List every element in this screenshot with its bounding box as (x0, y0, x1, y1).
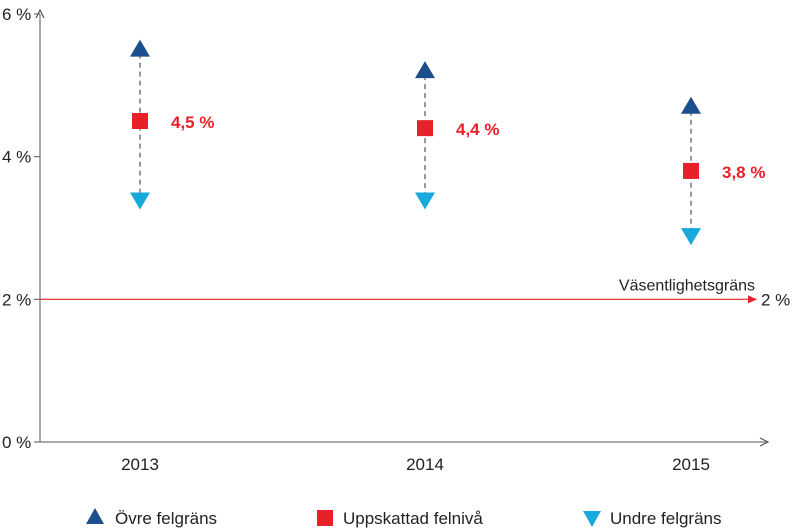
x-tick-label: 2014 (406, 455, 444, 474)
lower-bound-marker (415, 192, 435, 210)
y-axis-arrow (35, 8, 45, 19)
legend-estimate-marker (317, 510, 333, 526)
legend: Övre felgräns Uppskattad felnivå Undre fel… (86, 508, 722, 528)
axes: 0 % 2 % 4 % 6 % 2013 2014 2015 (2, 5, 770, 474)
data-marks: 4,5 % 4,4 % 3,8 % (130, 39, 765, 246)
legend-upper-marker (86, 508, 104, 524)
reference-line-group: Väsentlighetsgräns 2 % (40, 277, 790, 309)
x-tick-label: 2013 (121, 455, 159, 474)
estimate-marker (132, 113, 148, 129)
estimate-data-label: 4,4 % (456, 120, 499, 139)
estimate-marker (417, 120, 433, 137)
upper-bound-marker (681, 96, 701, 114)
reference-line-label: Väsentlighetsgräns (619, 277, 755, 294)
error-ranges (139, 53, 692, 232)
estimate-data-label: 4,5 % (171, 113, 214, 132)
legend-lower-label: Undre felgräns (610, 509, 722, 528)
legend-upper-label: Övre felgräns (115, 509, 217, 528)
lower-bound-marker (130, 192, 150, 210)
y-tick-label: 6 % (2, 5, 31, 24)
reference-line-end-label: 2 % (761, 290, 790, 309)
estimate-data-label: 3,8 % (722, 163, 765, 182)
legend-estimate-label: Uppskattad felnivå (343, 509, 483, 528)
y-tick-label: 2 % (2, 290, 31, 309)
upper-bound-marker (415, 61, 435, 79)
estimate-marker (683, 162, 699, 179)
y-tick-label: 4 % (2, 148, 31, 167)
upper-bound-marker (130, 39, 150, 57)
x-tick-label: 2015 (672, 455, 710, 474)
y-tick-label: 0 % (2, 433, 31, 452)
lower-bound-marker (681, 228, 701, 246)
reference-line-arrow (748, 295, 757, 304)
x-axis-arrow (759, 437, 770, 447)
legend-lower-marker (583, 511, 601, 527)
